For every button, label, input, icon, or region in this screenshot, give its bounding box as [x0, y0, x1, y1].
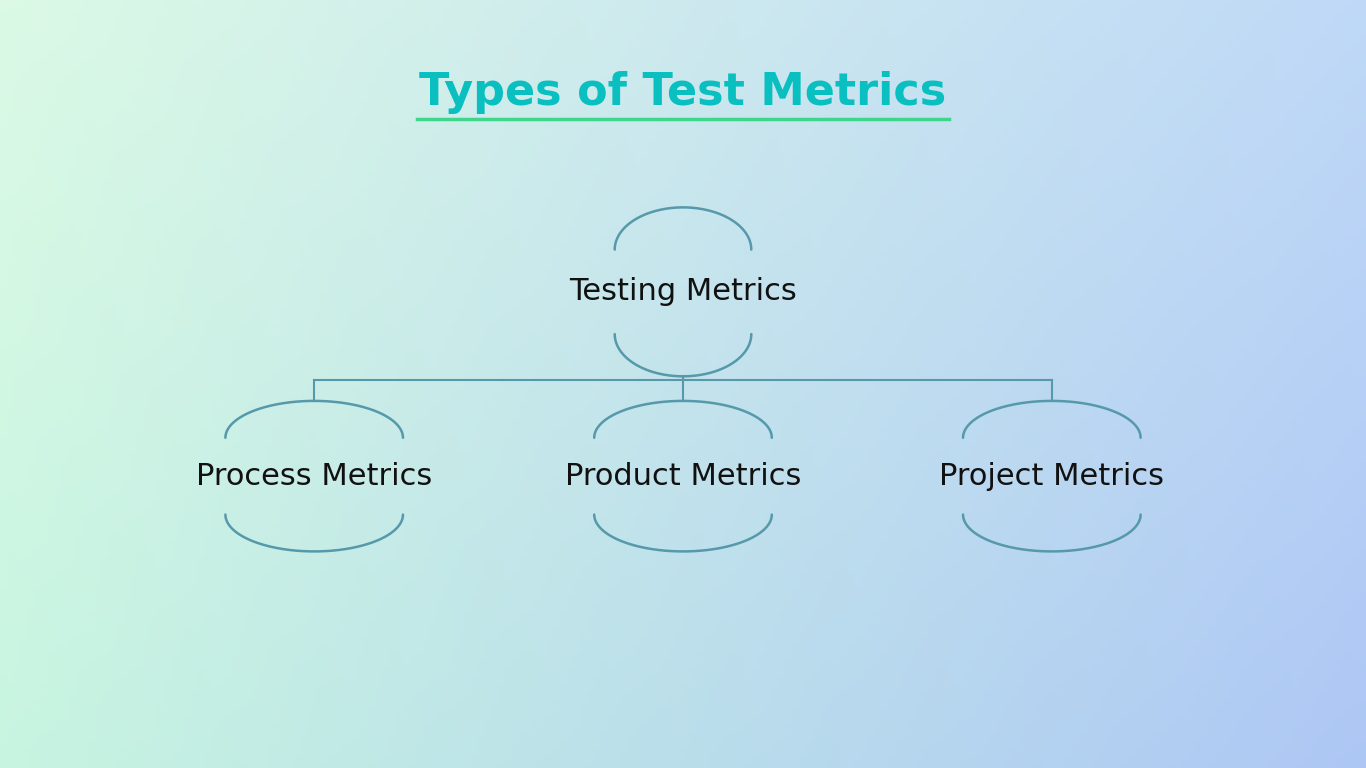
Text: Types of Test Metrics: Types of Test Metrics: [419, 71, 947, 114]
Text: Project Metrics: Project Metrics: [940, 462, 1164, 491]
Text: Product Metrics: Product Metrics: [564, 462, 802, 491]
Text: Testing Metrics: Testing Metrics: [570, 277, 796, 306]
Text: Process Metrics: Process Metrics: [197, 462, 432, 491]
